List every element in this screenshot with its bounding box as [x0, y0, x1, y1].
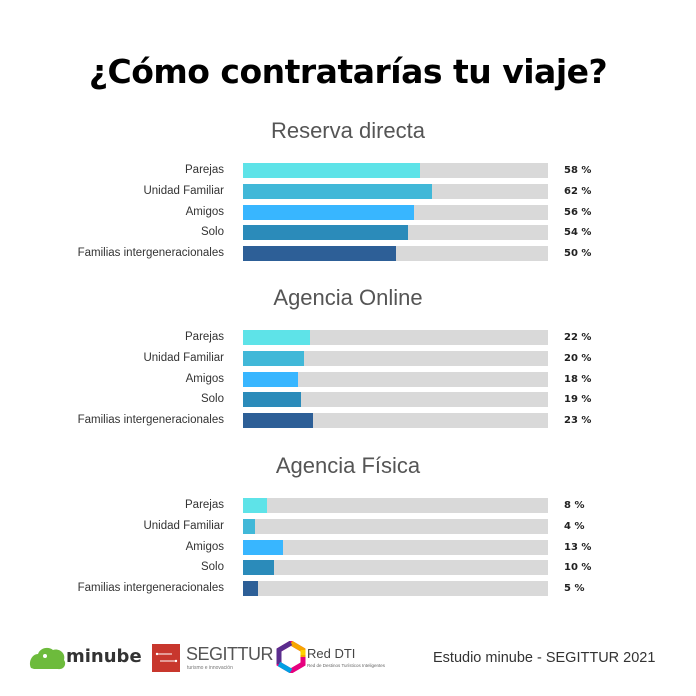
category-label: Unidad Familiar — [143, 351, 224, 364]
value-label: 58 % — [564, 165, 592, 176]
bar — [243, 204, 414, 220]
bar-row: Solo 54 % — [0, 225, 696, 241]
segittur-mark-icon — [152, 644, 180, 672]
bar — [243, 350, 304, 366]
value-label: 4 % — [564, 520, 585, 532]
value-label: 10 % — [564, 562, 592, 574]
value-label: 13 % — [564, 541, 592, 553]
bar-row: Solo 10 % — [0, 560, 696, 576]
segittur-tagline: turismo e innovación — [187, 665, 233, 671]
category-label: Solo — [200, 561, 224, 574]
segittur-logo: SEGITTUR turismo e innovación — [152, 644, 274, 674]
bar — [243, 371, 298, 387]
bar — [243, 225, 408, 241]
category-label: Unidad Familiar — [143, 184, 224, 197]
category-label: Amigos — [185, 540, 224, 553]
minube-logo: minube — [28, 642, 142, 672]
bar-track — [243, 498, 548, 513]
bar — [243, 392, 301, 408]
bar-row: Familias intergeneracionales 50 % — [0, 246, 696, 262]
category-label: Parejas — [185, 331, 224, 343]
category-label: Amigos — [185, 205, 224, 218]
category-label: Parejas — [185, 164, 224, 176]
category-label: Familias intergeneracionales — [77, 414, 224, 427]
bar — [243, 560, 274, 576]
bar-track — [243, 163, 548, 178]
minube-wordmark: minube — [66, 646, 142, 667]
bar-track — [243, 330, 548, 345]
bar-row: Unidad Familiar 20 % — [0, 350, 696, 366]
value-label: 54 % — [564, 227, 592, 239]
bar-track — [243, 246, 548, 262]
bar-row: Parejas 22 % — [0, 330, 696, 345]
bar-row: Amigos 13 % — [0, 539, 696, 555]
value-label: 18 % — [564, 373, 592, 385]
bar — [243, 330, 311, 345]
category-label: Solo — [200, 393, 224, 406]
bar-row: Unidad Familiar 4 % — [0, 518, 696, 534]
bar — [243, 413, 314, 429]
bar-row: Amigos 18 % — [0, 371, 696, 387]
value-label: 22 % — [564, 332, 592, 343]
value-label: 5 % — [564, 583, 585, 595]
category-label: Familias intergeneracionales — [77, 582, 224, 595]
reddti-hexagon-icon — [276, 641, 306, 673]
section-title: Agencia Online — [273, 285, 423, 310]
bar-row: Unidad Familiar 62 % — [0, 183, 696, 199]
bar-track — [243, 560, 548, 576]
bar — [243, 163, 420, 178]
page-title: ¿Cómo contratarías tu viaje? — [88, 52, 608, 91]
bar-row: Amigos 56 % — [0, 204, 696, 220]
value-label: 62 % — [564, 185, 592, 197]
value-label: 8 % — [564, 500, 585, 511]
bar — [243, 246, 396, 262]
bar — [243, 518, 256, 534]
category-label: Amigos — [185, 372, 224, 385]
reddti-wordmark: Red DTI — [307, 646, 356, 661]
bar-row: Familias intergeneracionales 23 % — [0, 413, 696, 429]
bar-track — [243, 371, 548, 387]
bar-track — [243, 183, 548, 199]
bar-track — [243, 581, 548, 597]
bar-track — [243, 413, 548, 429]
bar — [243, 539, 283, 555]
category-label: Familias intergeneracionales — [77, 247, 224, 260]
bar — [243, 183, 433, 199]
bar-track — [243, 225, 548, 241]
value-label: 50 % — [564, 248, 592, 260]
value-label: 23 % — [564, 415, 592, 427]
section-title: Agencia Física — [275, 453, 421, 478]
footer: minube SEGITTUR turismo e innovación Red… — [0, 636, 696, 682]
reddti-logo: Red DTI Red de Destinos Turísticos Intel… — [276, 641, 416, 675]
bar-track — [243, 392, 548, 408]
bar-track — [243, 539, 548, 555]
bar-track — [243, 350, 548, 366]
minube-cloud-icon — [29, 647, 66, 670]
category-label: Solo — [200, 226, 224, 239]
bar-row: Parejas 58 % — [0, 163, 696, 178]
bar-track — [243, 518, 548, 534]
bar-track — [243, 204, 548, 220]
value-label: 56 % — [564, 206, 592, 218]
category-label: Unidad Familiar — [143, 519, 224, 532]
segittur-wordmark: SEGITTUR — [186, 644, 274, 664]
bar-row: Solo 19 % — [0, 392, 696, 408]
study-credit: Estudio minube - SEGITTUR 2021 — [433, 650, 656, 666]
reddti-tagline: Red de Destinos Turísticos Inteligentes — [307, 663, 386, 668]
value-label: 19 % — [564, 394, 592, 406]
bar-row: Parejas 8 % — [0, 498, 696, 513]
bar-row: Familias intergeneracionales 5 % — [0, 581, 696, 597]
section-title: Reserva directa — [270, 118, 426, 143]
bar — [243, 581, 259, 597]
value-label: 20 % — [564, 352, 592, 364]
category-label: Parejas — [185, 499, 224, 511]
bar — [243, 498, 268, 513]
